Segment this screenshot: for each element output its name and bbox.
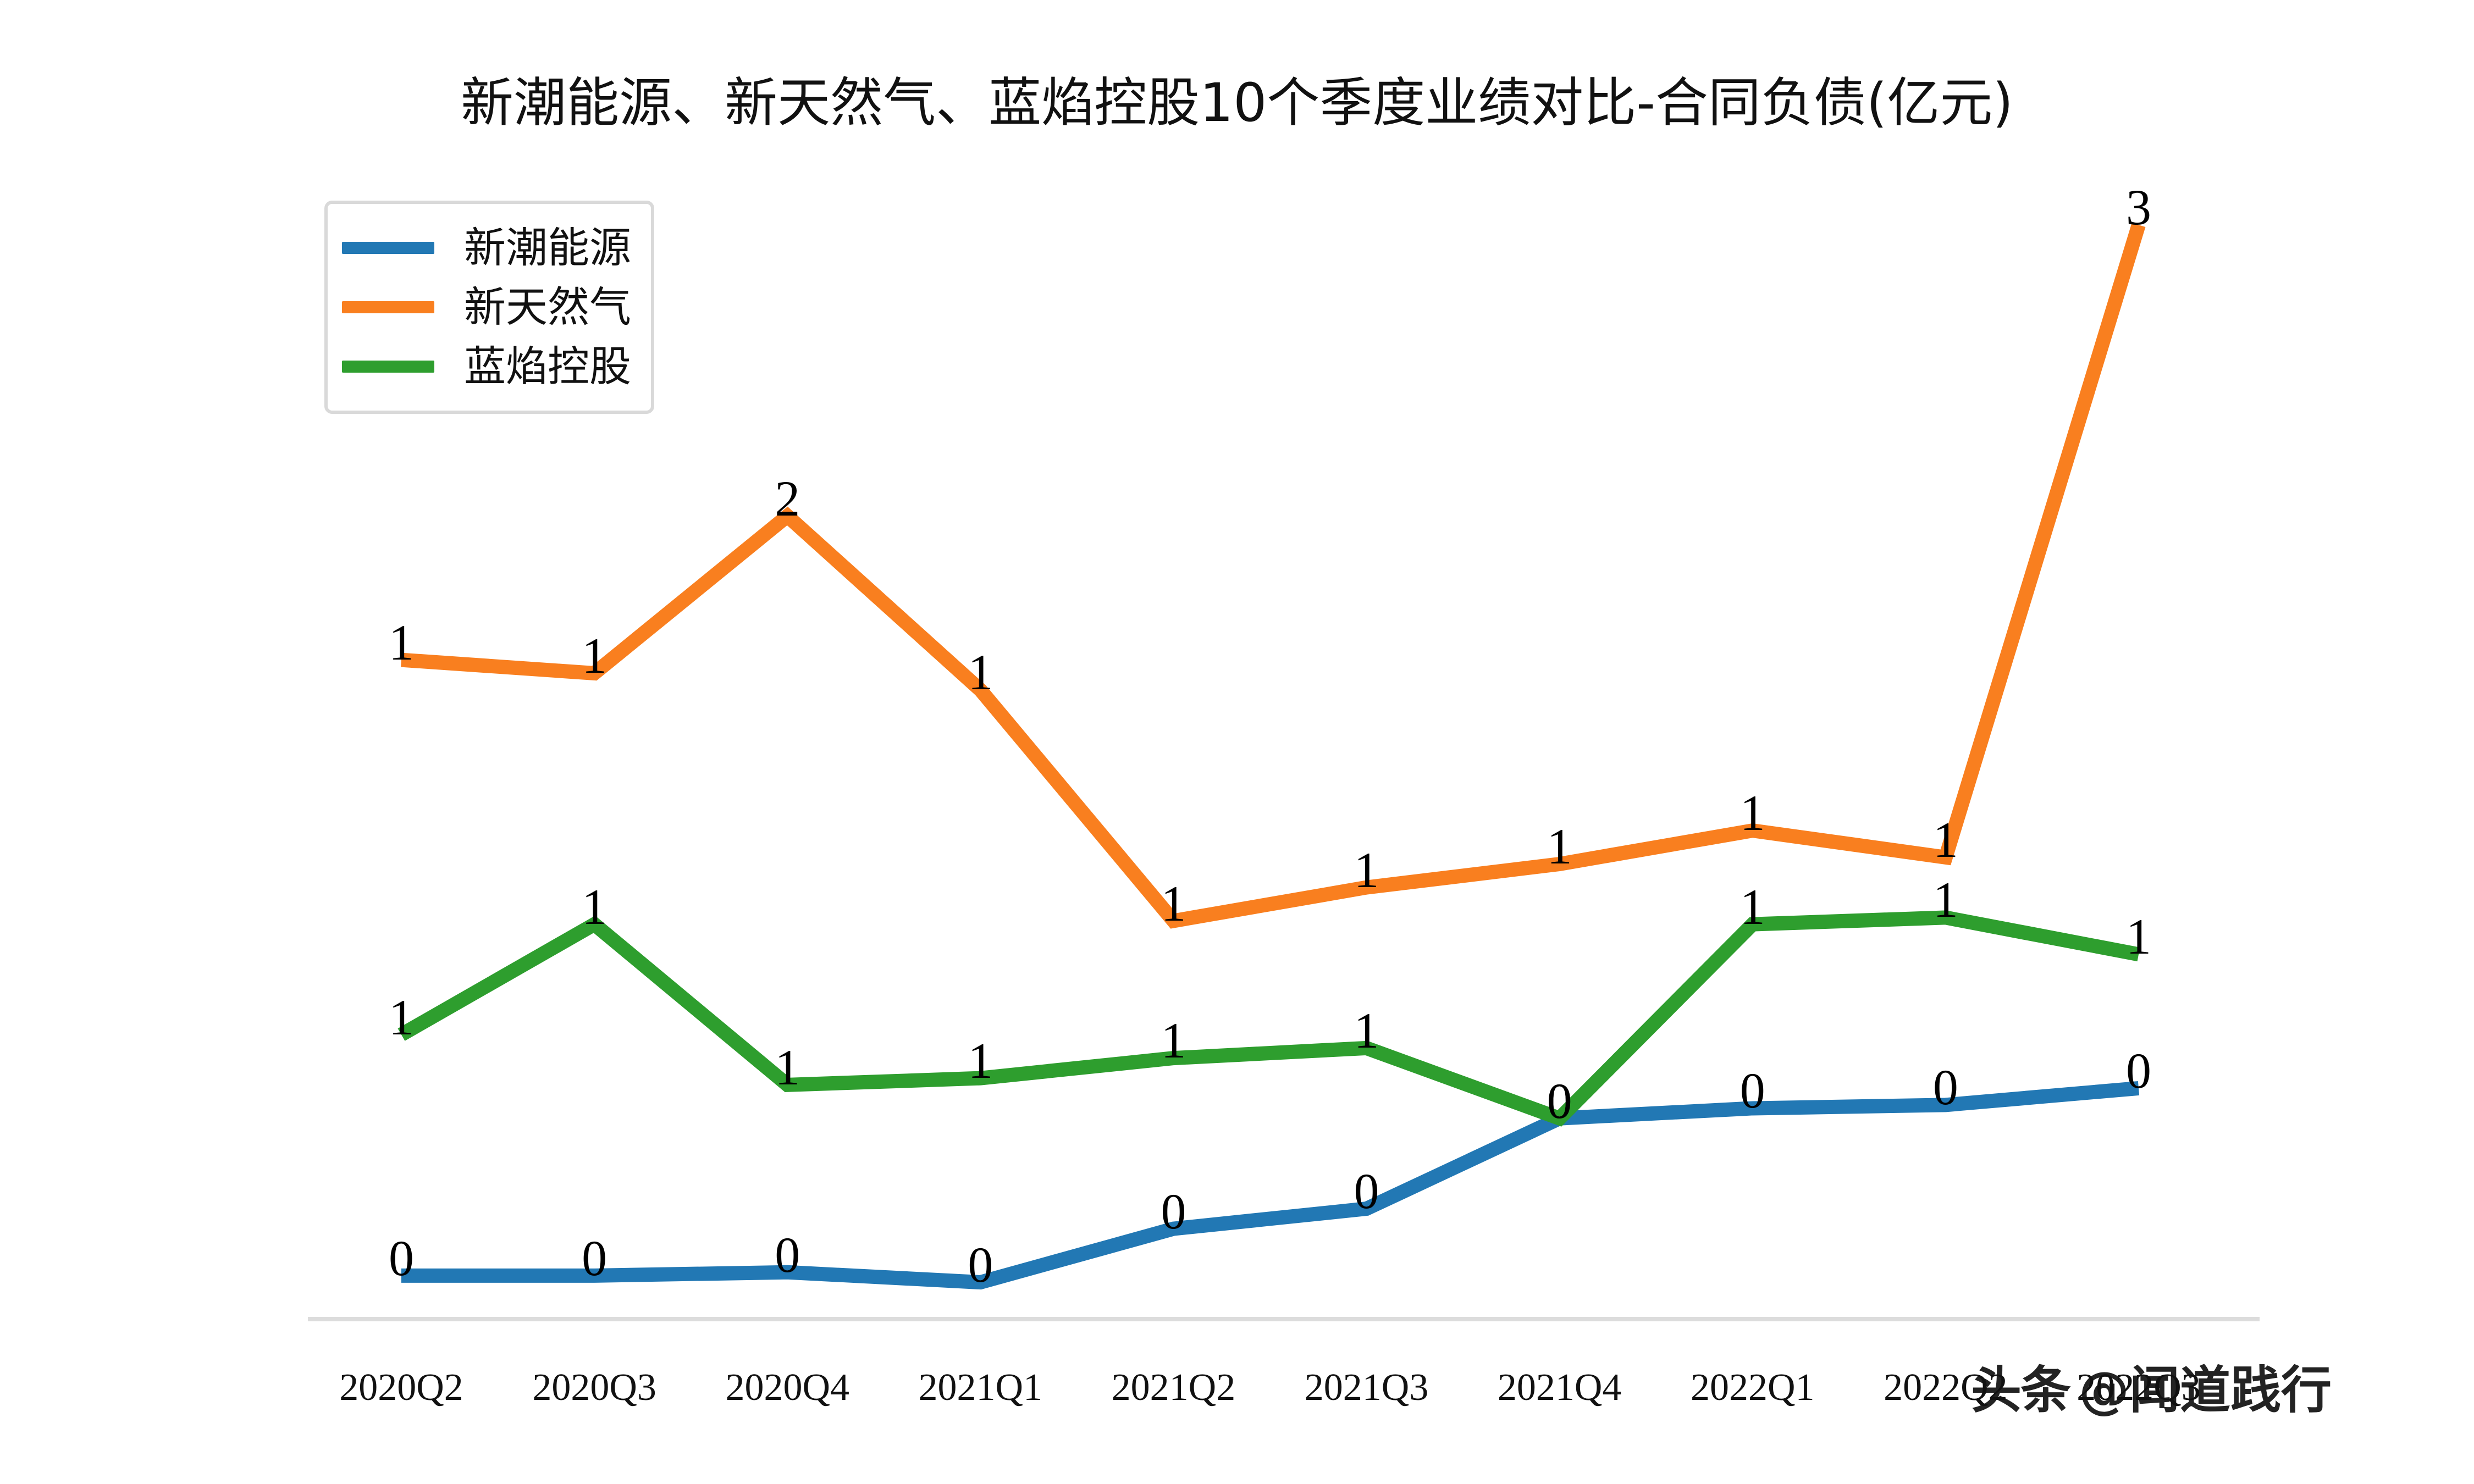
data-label-2-5: 1 [1354, 1002, 1379, 1059]
data-label-0-2: 0 [775, 1226, 800, 1283]
data-label-0-1: 0 [582, 1230, 608, 1286]
data-label-0-5: 0 [1354, 1163, 1379, 1220]
data-label-2-0: 1 [389, 989, 414, 1045]
x-tick-7: 2022Q1 [1690, 1366, 1815, 1409]
legend-label-1: 新天然气 [464, 283, 631, 331]
data-label-0-9: 0 [2126, 1042, 2151, 1099]
data-label-0-6: 0 [1547, 1072, 1572, 1129]
x-tick-1: 2020Q3 [532, 1366, 656, 1409]
x-tick-0: 2020Q2 [339, 1366, 463, 1409]
data-label-1-0: 1 [389, 614, 414, 671]
series-lines [397, 223, 2146, 1290]
watermark-handle: @闻道践行 [2079, 1361, 2332, 1420]
data-label-1-8: 1 [1932, 811, 1958, 868]
x-tick-9: 2022Q3 [2077, 1366, 2201, 1409]
legend-item-2[interactable]: 蓝焰控股 [342, 337, 634, 396]
legend-label-2: 蓝焰控股 [464, 342, 631, 391]
x-tick-3: 2021Q1 [918, 1366, 1043, 1409]
series-line-2 [397, 910, 2140, 1127]
data-label-0-8: 0 [1932, 1059, 1958, 1116]
legend-swatch-icon-2 [342, 361, 434, 373]
data-label-2-7: 1 [1739, 878, 1765, 935]
legend-label-0: 新潮能源 [464, 223, 631, 272]
data-label-2-1: 1 [582, 878, 608, 935]
x-tick-6: 2021Q4 [1497, 1366, 1622, 1409]
series-line-0 [401, 1081, 2140, 1290]
data-label-1-9: 3 [2126, 179, 2151, 236]
data-label-2-6: 0 [1547, 1072, 1572, 1129]
x-tick-4: 2021Q2 [1111, 1366, 1236, 1409]
legend-swatch-icon-1 [342, 301, 434, 313]
legend-item-1[interactable]: 新天然气 [342, 278, 634, 337]
data-label-1-4: 1 [1161, 875, 1186, 932]
legend-swatch-icon-0 [342, 242, 434, 254]
data-label-2-8: 1 [1932, 872, 1958, 928]
chart-legend[interactable]: 新潮能源 新天然气 蓝焰控股 [324, 201, 654, 414]
toutiao-logo-icon: 头条 [1971, 1361, 2071, 1420]
data-label-1-1: 1 [582, 627, 608, 684]
data-label-1-6: 1 [1547, 818, 1572, 874]
data-label-2-2: 1 [775, 1039, 800, 1095]
x-tick-2: 2020Q4 [725, 1366, 849, 1409]
series-line-1 [401, 223, 2146, 929]
data-label-2-9: 1 [2126, 909, 2151, 965]
data-label-2-4: 1 [1161, 1012, 1186, 1069]
data-label-1-7: 1 [1739, 785, 1765, 841]
data-label-0-7: 0 [1739, 1062, 1765, 1119]
data-label-0-0: 0 [389, 1230, 414, 1286]
x-tick-8: 2022Q2 [1884, 1366, 2008, 1409]
x-tick-5: 2021Q3 [1304, 1366, 1429, 1409]
watermark: 头条 @闻道践行 [1971, 1349, 2332, 1422]
legend-item-0[interactable]: 新潮能源 [342, 218, 634, 278]
data-label-1-3: 1 [968, 644, 993, 701]
data-label-0-4: 0 [1161, 1183, 1186, 1239]
chart-title: 新潮能源、新天然气、蓝焰控股10个季度业绩对比-合同负债(亿元) [461, 72, 2013, 134]
data-label-1-5: 1 [1354, 841, 1379, 898]
data-label-2-3: 1 [968, 1032, 993, 1089]
data-label-1-2: 2 [775, 470, 800, 527]
data-label-0-3: 0 [968, 1237, 993, 1293]
